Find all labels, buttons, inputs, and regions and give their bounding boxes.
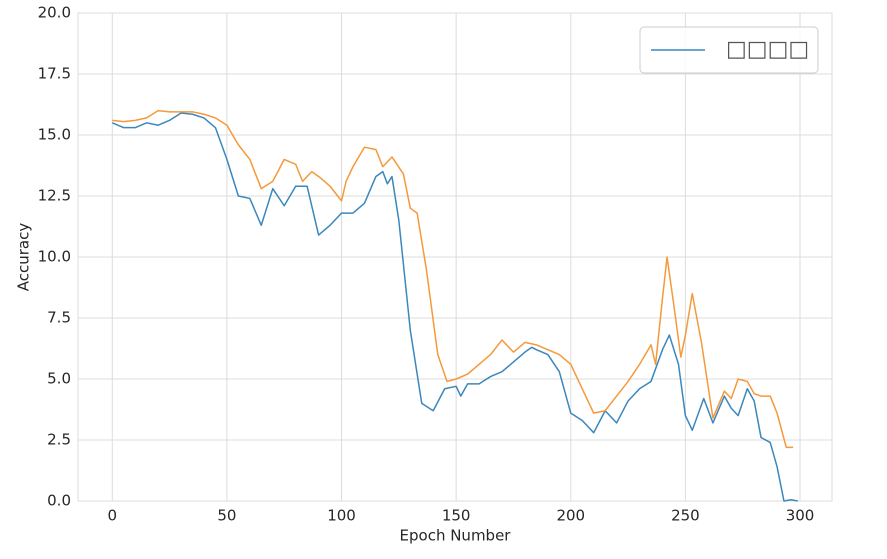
y-tick-label: 0.0 bbox=[47, 492, 71, 510]
x-axis-label: Epoch Number bbox=[400, 527, 512, 545]
y-tick-label: 17.5 bbox=[38, 65, 71, 83]
x-tick-label: 100 bbox=[327, 507, 356, 525]
x-tick-label: 300 bbox=[786, 507, 815, 525]
y-axis-label: Accuracy bbox=[15, 223, 33, 292]
x-tick-label: 0 bbox=[107, 507, 117, 525]
legend: □□□□ bbox=[639, 26, 819, 74]
y-tick-label: 10.0 bbox=[38, 248, 71, 266]
x-tick-label: 200 bbox=[556, 507, 585, 525]
y-tick-label: 2.5 bbox=[47, 431, 71, 449]
series-line bbox=[111, 112, 798, 502]
plot-frame bbox=[77, 12, 833, 502]
legend-box bbox=[639, 26, 819, 74]
y-tick-label: 5.0 bbox=[47, 370, 71, 388]
legend-label: □□□□ bbox=[726, 37, 809, 62]
series-line bbox=[112, 109, 794, 449]
y-tick-label: 20.0 bbox=[38, 4, 71, 22]
y-tick-label: 7.5 bbox=[47, 309, 71, 327]
y-tick-label: 15.0 bbox=[38, 126, 71, 144]
x-tick-label: 150 bbox=[442, 507, 471, 525]
y-tick-label: 12.5 bbox=[38, 187, 71, 205]
x-tick-label: 50 bbox=[217, 507, 236, 525]
x-tick-label: 250 bbox=[671, 507, 700, 525]
